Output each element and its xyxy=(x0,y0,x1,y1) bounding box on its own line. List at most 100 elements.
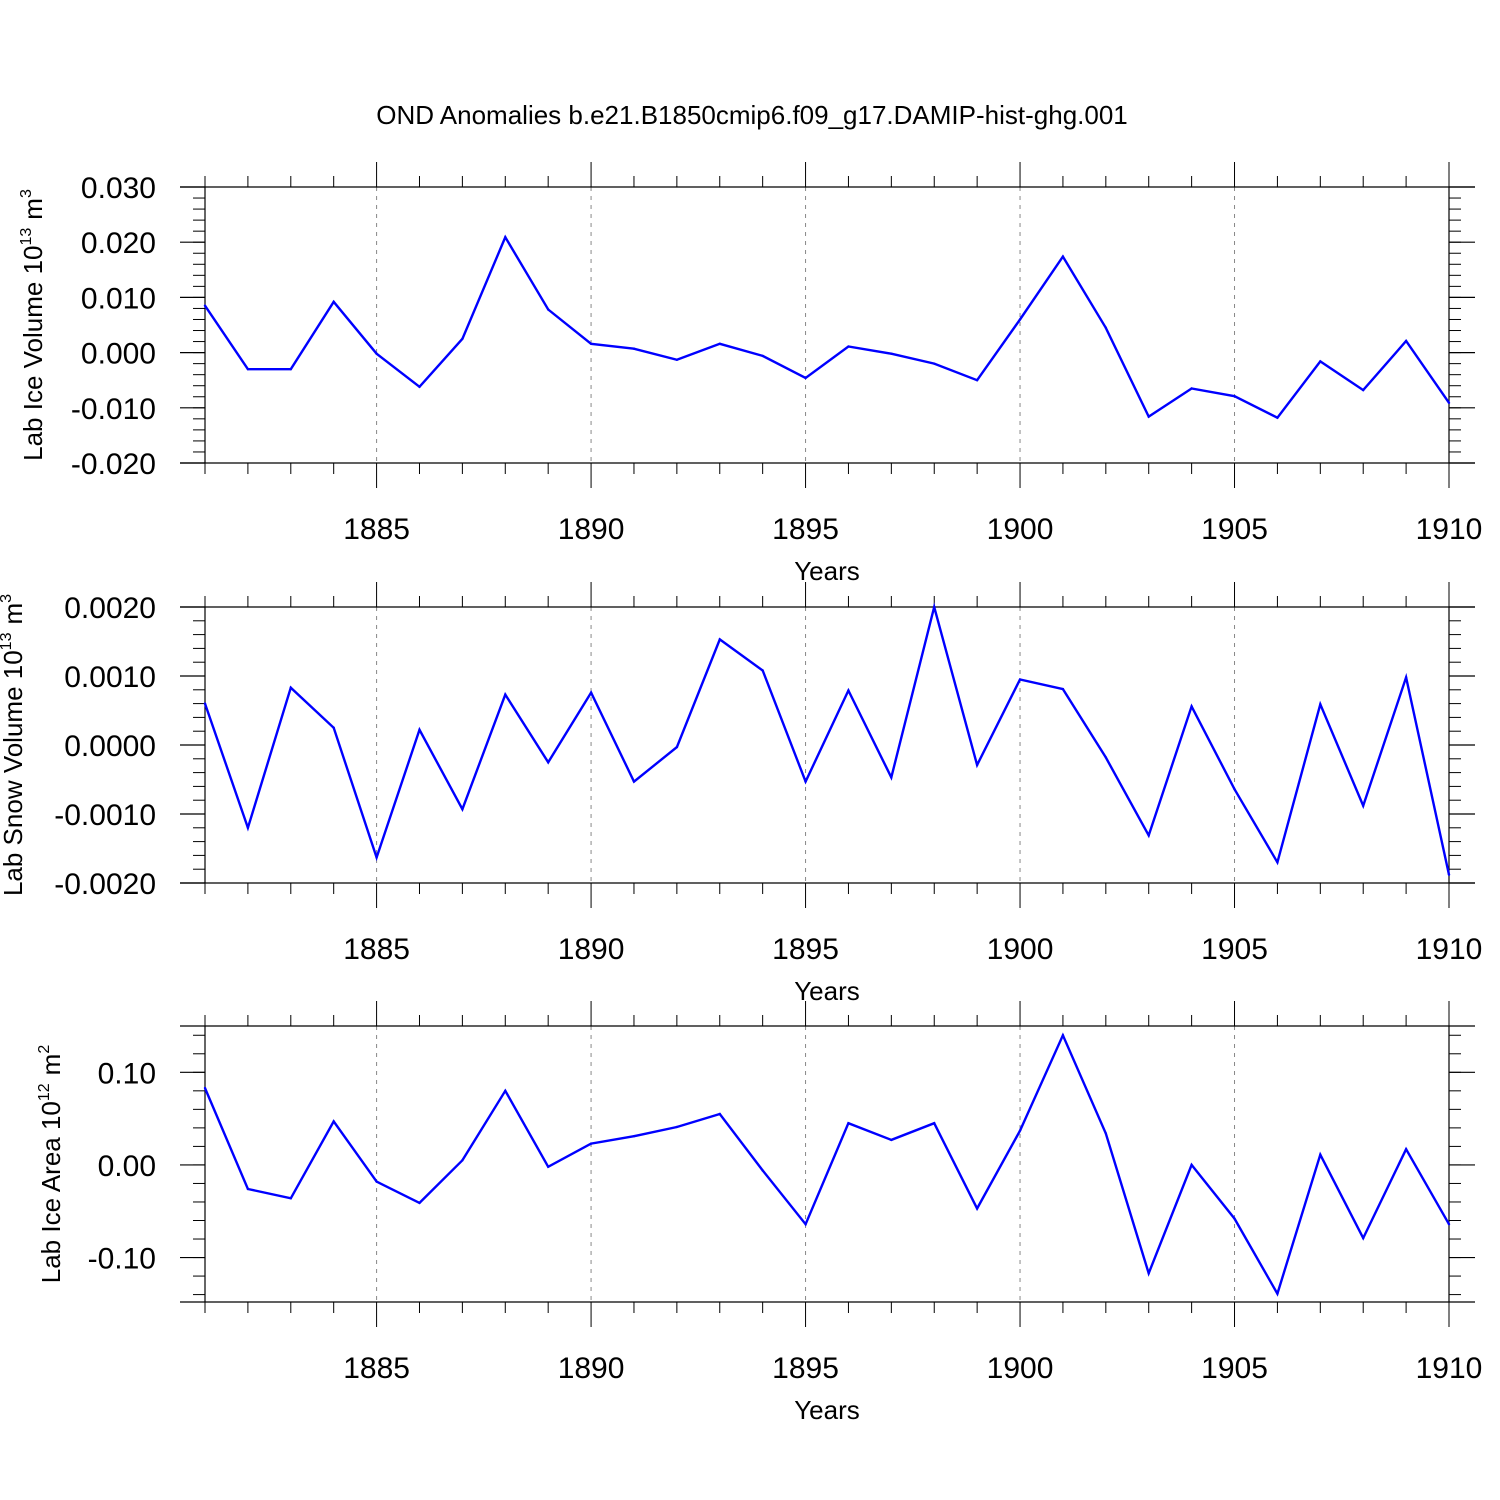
data-point xyxy=(1190,1163,1193,1167)
y-tick-label: 0.0000 xyxy=(64,730,156,763)
data-point xyxy=(1018,1129,1022,1132)
data-point xyxy=(461,807,464,811)
data-point xyxy=(804,376,807,380)
data-point xyxy=(1319,1153,1322,1156)
y-tick-label: -0.010 xyxy=(71,393,156,426)
y-tick-label: 0.10 xyxy=(98,1057,156,1090)
data-point xyxy=(1018,318,1022,321)
data-point xyxy=(890,776,893,779)
y-axis-label-text: Lab Snow Volume 10 xyxy=(0,650,28,896)
data-point xyxy=(1404,676,1408,679)
data-point xyxy=(632,347,636,350)
x-tick-label: 1895 xyxy=(772,513,839,546)
y-tick-label: -0.0010 xyxy=(54,799,156,832)
data-point xyxy=(675,745,679,749)
data-point xyxy=(332,300,335,304)
data-point xyxy=(1061,255,1065,258)
data-point xyxy=(847,345,850,348)
data-point xyxy=(1404,339,1408,343)
data-point xyxy=(1147,415,1150,418)
data-point xyxy=(332,1120,335,1123)
data-point xyxy=(1362,804,1365,807)
series-line xyxy=(203,602,1451,875)
data-point xyxy=(546,761,550,764)
data-point xyxy=(1018,678,1022,681)
y-axis-label-exponent: 12 xyxy=(36,1083,53,1101)
data-point xyxy=(246,1187,250,1191)
y-tick-label: -0.020 xyxy=(71,448,156,481)
y-axis-label: Lab Ice Volume 1013 m3 xyxy=(18,189,48,461)
data-point xyxy=(1319,360,1322,363)
y-tick-label: 0.020 xyxy=(81,227,156,260)
data-point xyxy=(375,856,378,859)
data-point xyxy=(890,352,893,355)
data-point xyxy=(1447,401,1451,405)
data-point xyxy=(203,702,207,705)
data-point xyxy=(1276,1292,1279,1295)
data-point xyxy=(761,1169,764,1172)
data-point xyxy=(1147,834,1150,837)
data-point xyxy=(246,826,250,829)
y-tick-label: 0.030 xyxy=(81,172,156,205)
x-tick-label: 1890 xyxy=(558,933,625,966)
y-axis-label-text: Lab Ice Volume 10 xyxy=(18,245,48,460)
data-point xyxy=(375,352,378,355)
data-point xyxy=(203,304,207,307)
y-tick-label: -0.0020 xyxy=(54,868,156,901)
x-tick-label: 1900 xyxy=(987,933,1054,966)
data-point xyxy=(847,689,850,692)
data-point xyxy=(589,342,593,345)
data-point xyxy=(1404,1147,1408,1151)
data-point xyxy=(1190,387,1193,390)
data-point xyxy=(1362,1236,1365,1240)
x-tick-label: 1910 xyxy=(1416,933,1483,966)
data-point xyxy=(289,686,292,689)
data-point xyxy=(761,669,764,672)
x-tick-label: 1885 xyxy=(343,933,410,966)
data-point xyxy=(461,1159,464,1162)
data-point xyxy=(975,1207,979,1210)
data-point xyxy=(589,691,593,694)
x-tick-label: 1910 xyxy=(1416,513,1483,546)
data-point xyxy=(718,342,721,345)
data-point xyxy=(933,1122,936,1125)
y-tick-label: 0.00 xyxy=(98,1150,156,1183)
data-point xyxy=(546,1165,550,1168)
data-point xyxy=(975,763,979,767)
data-point xyxy=(589,1142,593,1145)
data-point xyxy=(289,1197,292,1200)
data-point xyxy=(718,1112,721,1116)
y-axis-label-unit-exponent: 3 xyxy=(0,594,15,603)
data-point xyxy=(1362,388,1365,392)
data-point xyxy=(1447,873,1451,876)
y-axis-label-exponent: 13 xyxy=(18,228,35,246)
data-point xyxy=(933,605,936,609)
data-point xyxy=(1447,1223,1451,1226)
y-tick-label: 0.010 xyxy=(81,282,156,315)
data-point xyxy=(804,780,807,783)
data-point xyxy=(1233,1217,1236,1220)
x-tick-label: 1890 xyxy=(558,513,625,546)
data-point xyxy=(375,1180,378,1183)
data-point xyxy=(632,1135,636,1138)
data-point xyxy=(418,728,421,732)
x-tick-label: 1895 xyxy=(772,1352,839,1385)
data-point xyxy=(418,385,421,389)
panels: -0.020 -0.010 0.000 0.010 0.020 0.030 1885 1890… xyxy=(0,162,1482,1425)
y-axis-label-exponent: 13 xyxy=(0,632,15,650)
data-point xyxy=(675,1125,679,1129)
x-tick-label: 1910 xyxy=(1416,1352,1483,1385)
data-point xyxy=(461,337,464,340)
data-point xyxy=(1061,1034,1065,1037)
data-point xyxy=(675,358,679,361)
data-point xyxy=(1233,395,1236,398)
data-point xyxy=(504,1089,507,1093)
y-tick-label: 0.0010 xyxy=(64,661,156,694)
data-point xyxy=(504,693,507,696)
x-tick-label: 1905 xyxy=(1201,513,1268,546)
x-tick-label: 1900 xyxy=(987,1352,1054,1385)
data-point xyxy=(418,1201,421,1205)
data-point xyxy=(1319,703,1322,706)
data-point xyxy=(246,367,250,371)
